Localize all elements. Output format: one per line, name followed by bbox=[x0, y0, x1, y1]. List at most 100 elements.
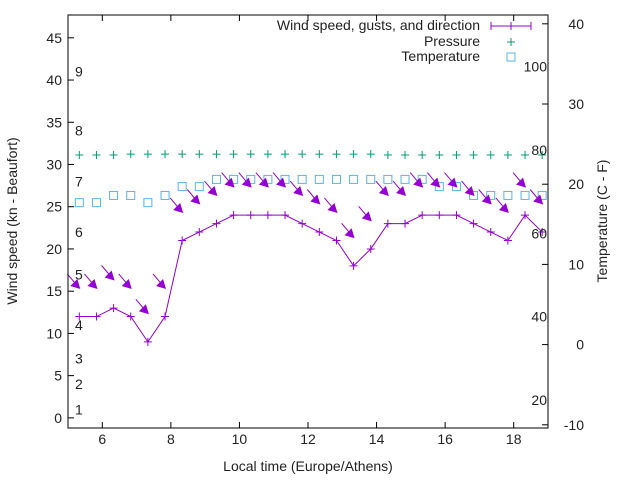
gust-direction-arrow bbox=[306, 189, 321, 205]
temperature-point bbox=[126, 190, 136, 200]
beaufort-label: 1 bbox=[75, 401, 83, 417]
x-tick-label: 6 bbox=[98, 431, 106, 447]
gust-direction-arrow bbox=[289, 180, 304, 197]
arrow-head bbox=[327, 202, 338, 213]
arrow-head bbox=[516, 177, 527, 188]
arrow-head bbox=[293, 186, 304, 197]
temperature-point bbox=[400, 174, 410, 184]
temperature-point bbox=[520, 190, 530, 200]
pressure-point bbox=[195, 150, 204, 159]
arrow-head bbox=[464, 186, 475, 197]
wind-point bbox=[332, 236, 341, 245]
y-tick-label: 5 bbox=[54, 368, 62, 384]
arrow-head bbox=[276, 177, 287, 188]
wind-point bbox=[435, 211, 444, 220]
pressure-point bbox=[212, 150, 221, 159]
arrow-head bbox=[156, 278, 167, 289]
legend-temperature-marker bbox=[506, 52, 516, 62]
gust-direction-arrow bbox=[204, 180, 218, 197]
pressure-point bbox=[469, 151, 478, 159]
pressure-point bbox=[298, 150, 307, 159]
gust-direction-arrow bbox=[409, 172, 424, 188]
wind-point bbox=[263, 211, 272, 220]
legend: Wind speed, gusts, and direction Pressur… bbox=[277, 17, 532, 64]
y2-tick-label: 40 bbox=[568, 16, 584, 32]
gust-direction-arrow bbox=[169, 197, 184, 213]
wind-point bbox=[366, 244, 375, 253]
pressure-point bbox=[418, 151, 427, 159]
x-axis-label: Local time (Europe/Athens) bbox=[223, 458, 393, 474]
arrow-head bbox=[104, 270, 115, 281]
beaufort-label: 6 bbox=[75, 224, 83, 240]
temperature-point bbox=[297, 174, 307, 184]
pressure-point bbox=[401, 151, 410, 159]
pressure-point bbox=[281, 150, 290, 159]
beaufort-label: 4 bbox=[75, 317, 83, 333]
fahrenheit-label: 100 bbox=[524, 59, 548, 75]
arrow-head bbox=[173, 202, 184, 213]
pressure-point bbox=[503, 151, 512, 159]
y2-tick-label: 10 bbox=[568, 256, 584, 272]
y-axis-label: Wind speed (kn - Beaufort) bbox=[4, 137, 20, 304]
arrow-head bbox=[378, 186, 389, 197]
x-tick-label: 14 bbox=[369, 431, 385, 447]
temperature-point bbox=[383, 174, 393, 184]
temperature-point bbox=[331, 174, 341, 184]
temperature-point bbox=[143, 198, 153, 208]
pressure-point bbox=[366, 150, 375, 159]
legend-markers bbox=[490, 22, 532, 62]
wind-point bbox=[75, 312, 84, 321]
gust-direction-arrow bbox=[101, 265, 115, 281]
beaufort-label: 8 bbox=[75, 123, 83, 139]
temperature-point bbox=[160, 190, 170, 200]
temperature-point bbox=[314, 174, 324, 184]
pressure-point bbox=[486, 151, 495, 159]
pressure-point bbox=[349, 150, 358, 159]
arrow-head bbox=[258, 177, 269, 188]
legend-wind-point bbox=[507, 22, 515, 30]
pressure-point bbox=[75, 151, 84, 159]
temperature-point bbox=[263, 174, 273, 184]
gust-direction-arrow bbox=[66, 273, 81, 289]
wind-point bbox=[281, 211, 290, 220]
axes: 6 8 10 12 14 16 18051015202530354045-100102030… bbox=[46, 15, 584, 447]
pressure-point bbox=[92, 151, 101, 159]
arrow-head bbox=[413, 177, 424, 188]
gust-direction-arrow bbox=[272, 172, 287, 188]
temperature-point bbox=[486, 190, 496, 200]
gust-direction-arrow bbox=[221, 172, 235, 188]
wind-point bbox=[486, 228, 495, 237]
wind-point bbox=[383, 219, 392, 228]
y-tick-label: 0 bbox=[54, 410, 62, 426]
pressure-point bbox=[315, 150, 324, 159]
temperature-point bbox=[194, 182, 204, 192]
arrow-head bbox=[481, 194, 492, 205]
pressure-point bbox=[263, 150, 272, 159]
arrow-head bbox=[344, 228, 355, 239]
arrow-head bbox=[447, 177, 458, 188]
gust-direction-arrow bbox=[392, 180, 407, 197]
temperature-point bbox=[349, 174, 359, 184]
fahrenheit-label: 80 bbox=[531, 142, 547, 158]
temperature-point bbox=[91, 198, 101, 208]
wind-point bbox=[229, 211, 238, 220]
gust-direction-arrow bbox=[255, 172, 269, 188]
wind-point bbox=[109, 304, 118, 313]
gust-direction-arrow bbox=[238, 172, 252, 188]
pressure-point bbox=[332, 150, 341, 159]
arrow-head bbox=[224, 177, 235, 188]
pressure-point bbox=[246, 150, 255, 159]
legend-label-pressure: Pressure bbox=[424, 33, 480, 49]
arrow-head bbox=[430, 177, 441, 188]
x-tick-label: 10 bbox=[232, 431, 248, 447]
y2-tick-label: 30 bbox=[568, 96, 584, 112]
wind-point bbox=[503, 236, 512, 245]
arrow-head bbox=[121, 278, 132, 289]
temperature-point bbox=[211, 174, 221, 184]
fahrenheit-label: 60 bbox=[531, 225, 547, 241]
y-tick-label: 20 bbox=[46, 241, 62, 257]
pressure-point bbox=[538, 151, 547, 159]
gust-direction-arrow bbox=[135, 298, 149, 315]
gust-direction-arrow bbox=[118, 273, 132, 289]
